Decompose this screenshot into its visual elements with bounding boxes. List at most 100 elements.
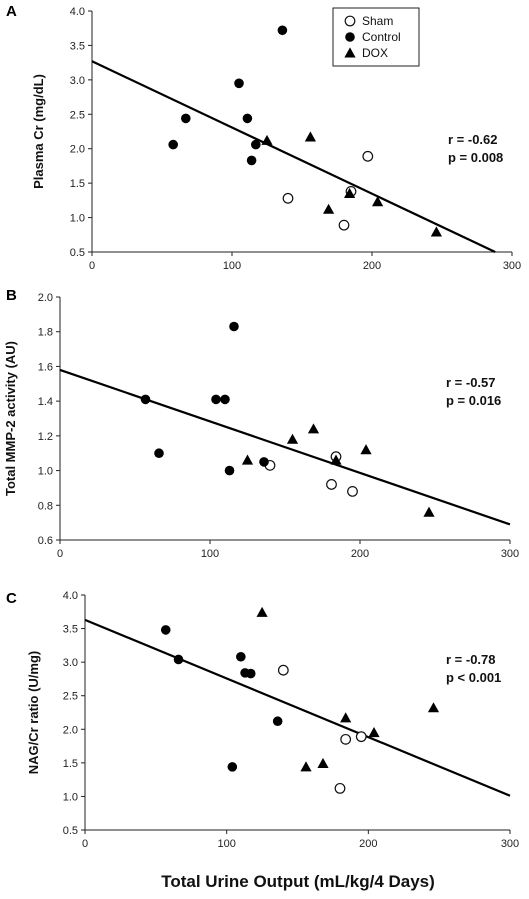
data-point-control xyxy=(229,321,239,332)
legend-label-dox: DOX xyxy=(362,46,388,60)
legend-label-sham: Sham xyxy=(362,14,393,28)
data-point-dox xyxy=(423,506,435,517)
y-tick-label: 1.0 xyxy=(70,213,85,225)
y-tick-label: 2.0 xyxy=(63,724,78,736)
x-tick-label: 0 xyxy=(89,260,95,272)
data-point-control xyxy=(246,155,257,166)
data-point-dox xyxy=(368,727,380,738)
legend-marker-sham xyxy=(344,15,356,27)
p-value: p = 0.016 xyxy=(446,393,501,408)
data-point-sham xyxy=(362,150,374,162)
data-point-sham xyxy=(340,733,352,745)
y-tick-label: 2.0 xyxy=(70,144,85,156)
regression-line xyxy=(59,368,511,526)
y-tick-label: 0.5 xyxy=(70,247,85,259)
data-point-control xyxy=(154,448,164,459)
data-point-dox xyxy=(360,444,372,455)
data-point-sham xyxy=(334,782,346,794)
data-point-sham xyxy=(277,664,289,676)
data-point-control xyxy=(224,465,235,476)
legend-label-control: Control xyxy=(362,30,401,44)
y-tick-label: 3.5 xyxy=(70,40,85,52)
data-point-dox xyxy=(286,433,299,444)
r-value: r = -0.57 xyxy=(446,375,496,390)
data-point-sham xyxy=(338,219,350,231)
data-point-control xyxy=(220,394,230,405)
series-control xyxy=(160,625,283,772)
data-point-control xyxy=(277,25,288,36)
y-tick-label: 1.6 xyxy=(38,361,53,373)
regression-line xyxy=(91,60,496,253)
x-tick-label: 0 xyxy=(82,838,88,850)
data-point-control xyxy=(236,651,246,662)
y-tick-label: 2.5 xyxy=(70,109,85,121)
y-tick-label: 1.5 xyxy=(70,178,85,190)
data-point-control xyxy=(234,78,244,89)
data-point-control xyxy=(173,654,184,665)
x-tick-label: 300 xyxy=(501,548,519,560)
y-tick-label: 3.5 xyxy=(63,624,78,636)
y-tick-label: 2.5 xyxy=(63,691,78,703)
data-point-sham xyxy=(326,479,337,490)
data-point-dox xyxy=(344,187,356,198)
data-point-dox xyxy=(330,454,342,465)
legend: Sham Control DOX xyxy=(332,7,420,67)
series-dox xyxy=(241,423,435,517)
panel-C: 0.5 1.0 1.5 2.0 2.5 3.0 3.5 4.0 0 100 200 300 C NAG/C… xyxy=(6,590,519,850)
data-point-sham xyxy=(347,486,358,497)
y-axis-title: Plasma Cr (mg/dL) xyxy=(31,74,46,189)
data-point-dox xyxy=(430,226,442,237)
series-sham xyxy=(264,451,358,497)
x-tick-label: 300 xyxy=(501,838,519,850)
p-value: p = 0.008 xyxy=(448,150,503,165)
x-tick-label: 100 xyxy=(223,260,241,272)
data-point-dox xyxy=(300,761,312,772)
y-tick-label: 0.5 xyxy=(63,825,78,837)
panel-B: 0.6 0.8 1.0 1.2 1.4 1.6 1.8 2.0 0 100 200 300 B Total… xyxy=(3,287,519,560)
legend-marker-dox xyxy=(344,47,356,58)
data-point-dox xyxy=(317,757,329,769)
series-sham xyxy=(277,664,367,794)
series-sham xyxy=(282,150,374,231)
data-point-dox xyxy=(261,134,273,145)
p-value: p < 0.001 xyxy=(446,670,501,685)
x-tick-label: 100 xyxy=(217,838,235,850)
x-tick-label: 200 xyxy=(359,838,377,850)
r-value: r = -0.78 xyxy=(446,652,496,667)
series-dox xyxy=(256,606,440,772)
panel-label: C xyxy=(6,590,17,607)
x-tick-label: 300 xyxy=(503,260,521,272)
y-tick-label: 3.0 xyxy=(63,657,78,669)
y-tick-label: 1.0 xyxy=(63,791,78,803)
y-axis-title: NAG/Cr ratio (U/mg) xyxy=(26,651,41,775)
panel-label: B xyxy=(6,287,17,304)
data-point-control xyxy=(160,625,171,635)
y-axis-title: Total MMP-2 activity (AU) xyxy=(3,341,18,496)
data-point-dox xyxy=(372,196,384,207)
y-tick-label: 2.0 xyxy=(38,292,53,304)
data-point-control xyxy=(259,457,269,467)
data-point-dox xyxy=(340,712,352,723)
data-point-dox xyxy=(307,423,320,434)
data-point-control xyxy=(168,139,178,150)
y-tick-label: 4.0 xyxy=(70,6,85,18)
series-dox xyxy=(261,131,442,237)
data-point-control xyxy=(140,394,151,405)
data-point-sham xyxy=(355,731,367,743)
data-point-dox xyxy=(241,454,254,465)
y-tick-label: 1.2 xyxy=(38,431,53,443)
series-control xyxy=(140,321,269,476)
data-point-dox xyxy=(304,131,316,142)
y-tick-label: 1.0 xyxy=(38,466,53,478)
x-tick-label: 0 xyxy=(57,548,63,560)
data-point-dox xyxy=(323,203,335,214)
data-point-control xyxy=(245,668,256,679)
x-tick-label: 200 xyxy=(363,260,381,272)
r-value: r = -0.62 xyxy=(448,132,498,147)
y-tick-label: 4.0 xyxy=(63,590,78,602)
legend-marker-control xyxy=(345,32,355,42)
y-tick-label: 3.0 xyxy=(70,75,85,87)
y-tick-label: 1.4 xyxy=(38,396,53,408)
data-point-control xyxy=(251,139,261,150)
